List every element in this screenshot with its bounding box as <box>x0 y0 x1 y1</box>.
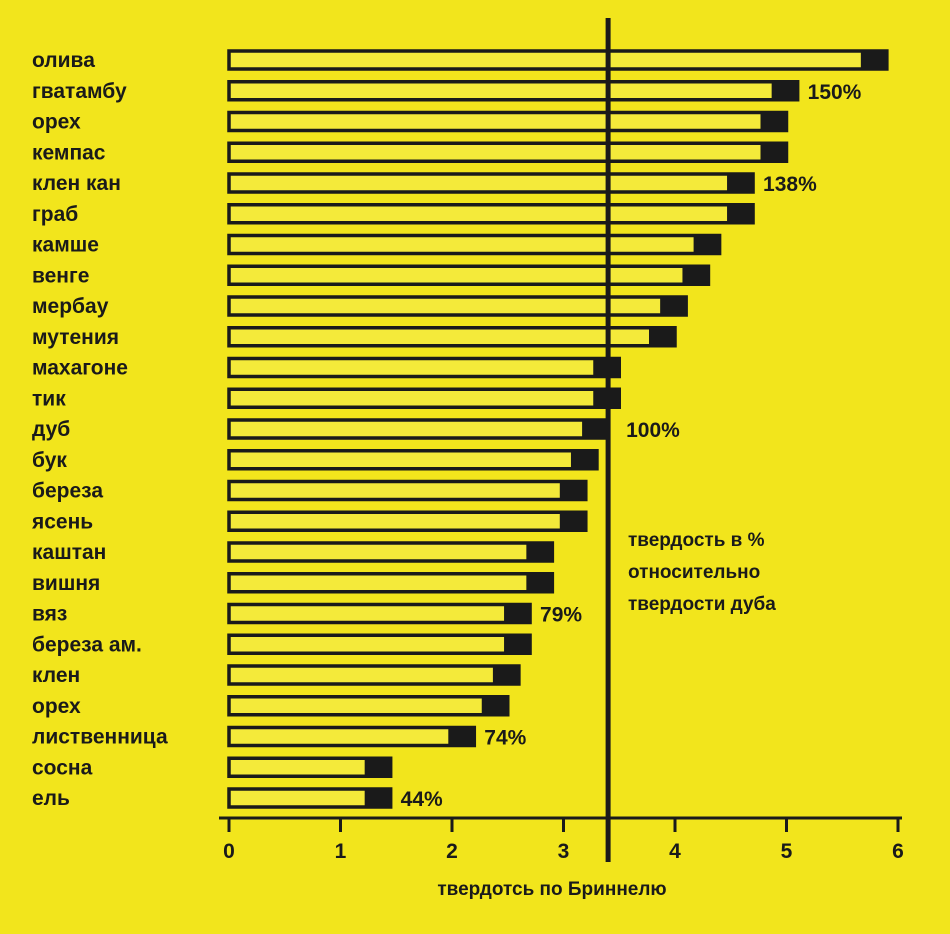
bar-cap <box>559 511 586 532</box>
bar-cap <box>526 572 553 593</box>
category-label: сосна <box>32 756 93 779</box>
x-tick-label: 6 <box>892 840 904 863</box>
x-axis: 0 1 2 3 4 5 6 <box>219 18 904 863</box>
annotation-line: твердость в % <box>628 530 765 551</box>
bar-cap <box>760 142 787 163</box>
category-label: клен кан <box>32 172 121 195</box>
bar <box>227 387 621 409</box>
bar <box>227 172 755 194</box>
bar <box>227 49 889 71</box>
bar <box>227 233 722 256</box>
bar-cap <box>682 265 709 286</box>
x-tick-label: 3 <box>558 840 570 863</box>
x-tick-label: 4 <box>669 840 681 863</box>
bar-cap <box>570 449 597 470</box>
category-label: мутения <box>32 326 119 349</box>
bar <box>227 725 477 748</box>
category-label: камше <box>32 234 99 257</box>
bar-cap <box>559 480 586 501</box>
bar-cap <box>860 50 887 70</box>
bar-cap <box>771 80 798 101</box>
bar <box>227 695 510 717</box>
category-label: орех <box>32 695 81 718</box>
bar-cap <box>582 419 609 439</box>
x-axis-title: твердотсь по Бриннелю <box>437 879 666 900</box>
bar-cap <box>660 296 687 316</box>
category-label: береза ам. <box>32 633 142 656</box>
bar-cap <box>364 788 391 808</box>
category-labels: олива гватамбу орех кемпас клен кан граб камше… <box>31 49 168 810</box>
category-label: мербау <box>32 295 109 318</box>
category-label: вяз <box>32 603 67 626</box>
bar <box>227 295 688 317</box>
bar <box>227 541 555 563</box>
bar-cap <box>448 726 475 747</box>
bar <box>227 418 610 440</box>
category-label: олива <box>32 49 95 72</box>
bar <box>227 80 800 102</box>
x-tick-label: 2 <box>446 840 458 863</box>
bar-cap <box>649 326 675 347</box>
bar <box>227 602 532 625</box>
bar-cap <box>364 757 391 778</box>
category-label: ясень <box>31 510 93 533</box>
category-label: вишня <box>32 572 100 595</box>
annotation-note: твердость в % относительно твердости дуба <box>628 530 776 615</box>
category-label: гватамбу <box>32 80 127 103</box>
bar <box>227 510 588 532</box>
category-label: каштан <box>32 541 106 564</box>
percent-labels: 150% 138% 100% 79% 74% 44% <box>401 81 862 811</box>
percent-label: 79% <box>540 604 582 627</box>
category-label: кемпас <box>32 141 106 164</box>
bar <box>227 572 555 594</box>
category-label: венге <box>32 264 89 287</box>
bar-cap <box>693 234 720 255</box>
bar-cap <box>492 665 519 685</box>
percent-label: 44% <box>401 788 443 811</box>
category-label: граб <box>32 203 78 226</box>
bar <box>227 110 789 133</box>
category-label: ель <box>32 787 70 810</box>
percent-label: 138% <box>763 173 817 196</box>
bar-cap <box>526 542 553 562</box>
bar <box>227 264 711 286</box>
category-label: береза <box>32 480 103 503</box>
bar <box>227 449 599 471</box>
annotation-line: относительно <box>628 562 760 583</box>
bar <box>227 141 789 163</box>
x-tick-label: 1 <box>335 840 347 863</box>
bar <box>227 203 755 225</box>
bar-cap <box>504 603 531 624</box>
annotation-line: твердости дуба <box>628 594 776 615</box>
category-label: бук <box>32 449 67 472</box>
percent-label: 100% <box>626 419 680 442</box>
bar-cap <box>481 695 508 716</box>
bar <box>227 479 588 502</box>
category-label: тик <box>32 387 66 410</box>
percent-label: 150% <box>808 81 862 104</box>
bar-cap <box>727 203 754 224</box>
category-label: орех <box>32 111 81 134</box>
bar <box>227 356 621 379</box>
bar <box>227 664 521 686</box>
x-tick-label: 5 <box>781 840 793 863</box>
bar-cap <box>504 634 531 655</box>
bar-cap <box>760 111 787 132</box>
percent-label: 74% <box>484 727 526 750</box>
category-label: клен <box>32 664 80 687</box>
category-label: дуб <box>32 418 70 441</box>
bar-cap <box>727 173 754 193</box>
x-tick-label: 0 <box>223 840 235 863</box>
bar <box>227 633 532 655</box>
category-label: махагоне <box>32 357 128 380</box>
bars-layer <box>227 49 889 809</box>
category-label: лиственница <box>32 726 168 749</box>
